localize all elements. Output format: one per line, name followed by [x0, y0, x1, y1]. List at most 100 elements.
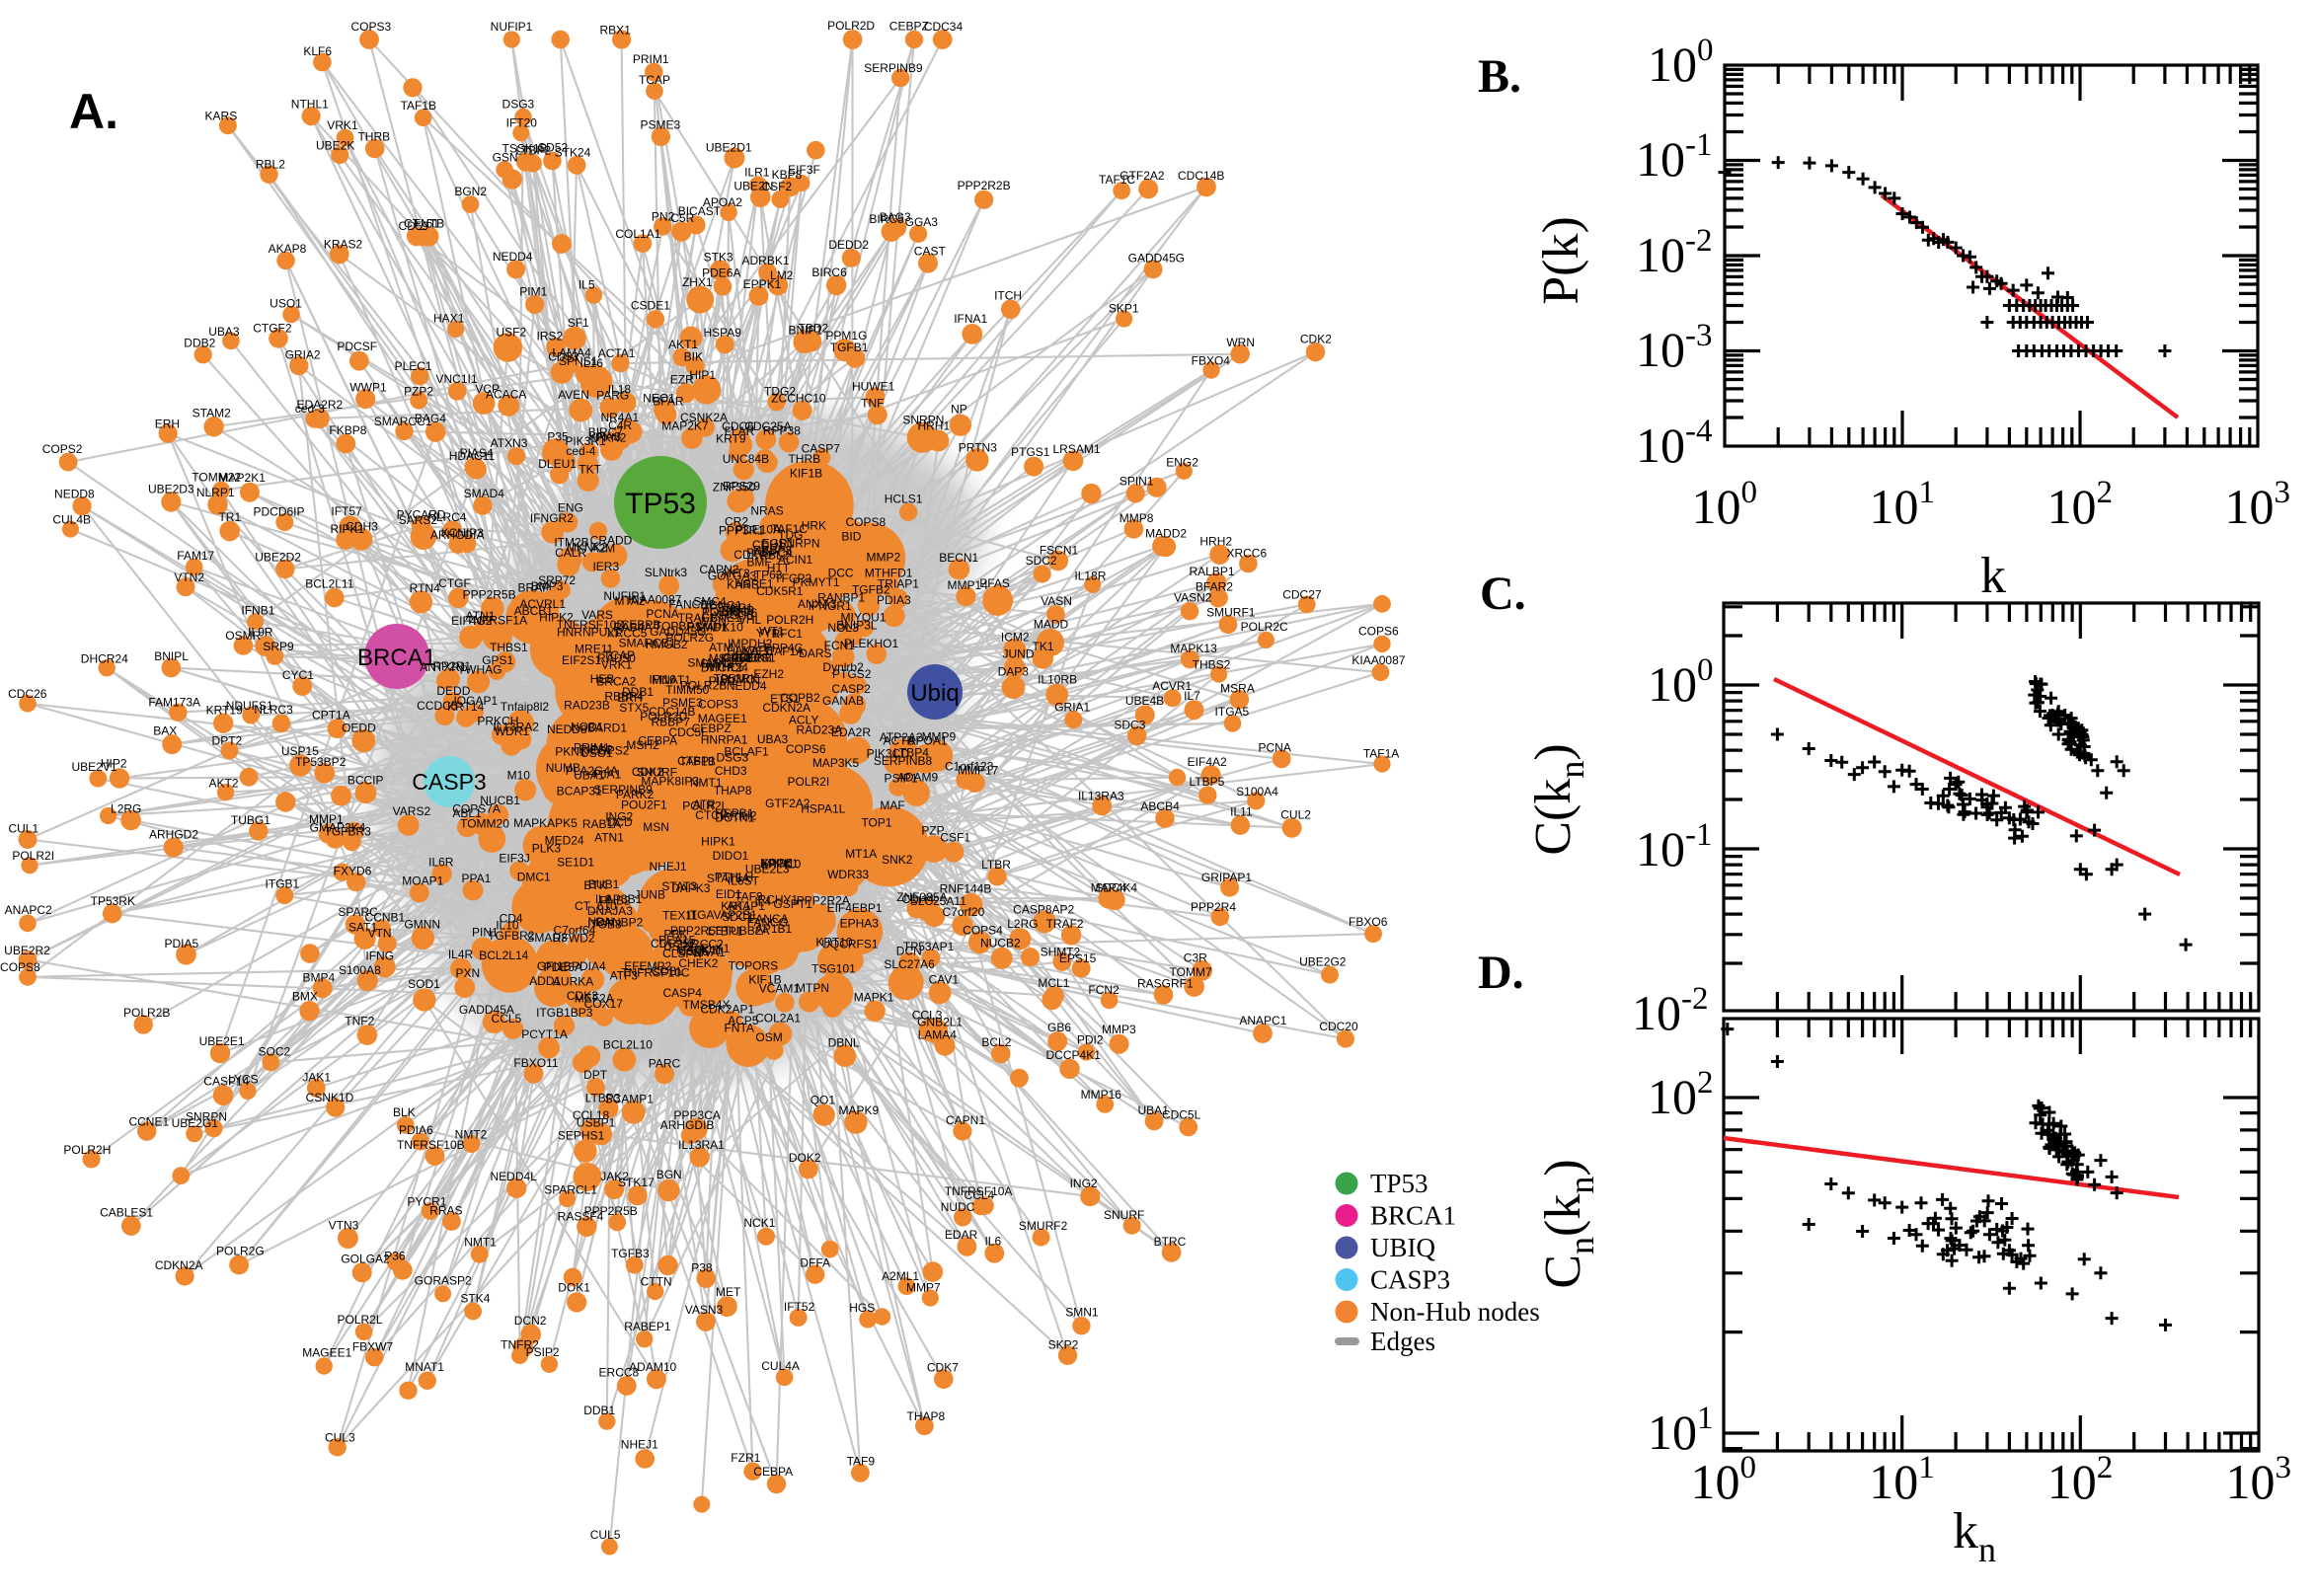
svg-text:BGN: BGN: [656, 1168, 682, 1181]
svg-text:C7orf64: C7orf64: [554, 924, 596, 938]
svg-text:ADRBK1: ADRBK1: [741, 254, 789, 267]
svg-text:IFNG: IFNG: [365, 950, 394, 963]
svg-text:2: 2: [2097, 1450, 2114, 1485]
svg-text:GOLGA2: GOLGA2: [341, 1253, 390, 1266]
svg-text:AURKA: AURKA: [553, 974, 593, 988]
svg-text:L2RG: L2RG: [111, 802, 141, 816]
svg-text:CASP7: CASP7: [802, 441, 841, 455]
svg-text:Non-Hub nodes: Non-Hub nodes: [1370, 1297, 1540, 1327]
svg-text:RPS29: RPS29: [723, 480, 760, 494]
svg-text:MEF2A: MEF2A: [575, 991, 614, 1005]
svg-text:STK3: STK3: [704, 251, 733, 265]
svg-text:CCL18: CCL18: [573, 1108, 610, 1122]
svg-text:ADAM9: ADAM9: [897, 771, 939, 785]
svg-text:IL5: IL5: [579, 278, 595, 292]
svg-text:SPARCL1: SPARCL1: [544, 1182, 597, 1196]
svg-text:P38: P38: [691, 1261, 713, 1275]
svg-text:ABCB4: ABCB4: [1140, 799, 1180, 813]
svg-text:RABEP1: RABEP1: [624, 1320, 671, 1333]
svg-text:EIF4G2: EIF4G2: [451, 614, 493, 628]
svg-text:CUL2: CUL2: [1280, 807, 1311, 821]
svg-text:EPHA3: EPHA3: [840, 917, 880, 931]
svg-text:PSME3: PSME3: [641, 118, 681, 132]
svg-text:STK4: STK4: [460, 1292, 490, 1306]
svg-text:USO1: USO1: [270, 296, 302, 310]
svg-text:POLR2G: POLR2G: [216, 1244, 265, 1257]
svg-text:COPS6: COPS6: [1358, 625, 1399, 639]
svg-text:PLK3: PLK3: [532, 841, 562, 855]
svg-text:KIAA0087: KIAA0087: [1351, 653, 1405, 667]
svg-text:VASN3: VASN3: [685, 1303, 724, 1317]
svg-text:POLR2I: POLR2I: [12, 849, 54, 863]
svg-text:CSF1: CSF1: [940, 831, 970, 845]
svg-text:XRCC6: XRCC6: [1226, 546, 1267, 560]
svg-text:ABL1: ABL1: [452, 806, 482, 820]
svg-text:PLEC1: PLEC1: [395, 359, 432, 373]
svg-text:CAST: CAST: [914, 244, 947, 258]
svg-text:ATXN3: ATXN3: [491, 436, 528, 450]
svg-text:-1: -1: [1685, 127, 1713, 163]
svg-text:UBIQ: UBIQ: [1370, 1233, 1435, 1262]
svg-text:COPS3: COPS3: [350, 20, 391, 34]
svg-text:0: 0: [1697, 652, 1714, 688]
svg-text:SMN1: SMN1: [1065, 1306, 1099, 1320]
svg-text:PLA2G4A: PLA2G4A: [566, 764, 618, 778]
svg-text:PRKCH: PRKCH: [477, 714, 518, 727]
svg-text:BRCA1: BRCA1: [357, 645, 436, 671]
svg-text:LTBR: LTBR: [981, 858, 1011, 872]
svg-text:TDG2: TDG2: [764, 385, 796, 399]
svg-text:EIF3J: EIF3J: [499, 852, 529, 866]
svg-text:IL18R: IL18R: [1074, 570, 1106, 583]
svg-text:MTPN: MTPN: [796, 981, 829, 995]
svg-text:HSPA9: HSPA9: [703, 326, 741, 340]
svg-text:M10: M10: [507, 769, 531, 783]
svg-text:ING2: ING2: [1070, 1177, 1098, 1190]
svg-text:WDR33: WDR33: [827, 868, 869, 881]
svg-text:COL2A1: COL2A1: [755, 1012, 801, 1026]
svg-text:TNF: TNF: [861, 396, 884, 410]
svg-text:IL13RA3: IL13RA3: [1078, 789, 1124, 802]
svg-text:ITGB1: ITGB1: [266, 877, 300, 891]
svg-text:SNK2: SNK2: [882, 853, 913, 867]
svg-text:CASP4: CASP4: [663, 986, 703, 1000]
svg-text:TAF1C: TAF1C: [1099, 173, 1135, 187]
svg-text:ANAPC1: ANAPC1: [1239, 1014, 1286, 1027]
svg-text:BLK: BLK: [393, 1105, 416, 1119]
svg-text:GSN: GSN: [493, 151, 518, 165]
svg-text:PXN: PXN: [455, 966, 480, 980]
svg-text:DCN2: DCN2: [514, 1314, 547, 1328]
svg-text:SMC4: SMC4: [693, 595, 727, 609]
svg-text:Tnfaip8l2: Tnfaip8l2: [501, 700, 550, 714]
svg-text:SERPINB9: SERPINB9: [864, 61, 923, 75]
svg-text:CASP8AP2: CASP8AP2: [1013, 903, 1074, 917]
svg-text:PZP: PZP: [921, 824, 944, 838]
svg-text:BCL2L10: BCL2L10: [603, 1038, 653, 1052]
svg-text:SKP2: SKP2: [1048, 1337, 1079, 1351]
svg-text:VNC1I1: VNC1I1: [435, 372, 477, 386]
svg-text:ATN1: ATN1: [594, 831, 624, 845]
svg-text:SRP9: SRP9: [263, 640, 294, 653]
svg-text:PPP3CA: PPP3CA: [674, 1108, 721, 1122]
svg-text:UBE2I: UBE2I: [731, 651, 765, 665]
svg-text:JAK1: JAK1: [302, 1070, 331, 1084]
svg-text:NLRC3: NLRC3: [254, 703, 293, 717]
svg-text:C(kn): C(kn): [1525, 743, 1591, 855]
svg-text:B.: B.: [1478, 50, 1521, 103]
svg-text:10: 10: [2047, 1454, 2097, 1509]
svg-text:CDK2AP1: CDK2AP1: [700, 1002, 754, 1016]
svg-text:CUL3: CUL3: [325, 1430, 355, 1444]
svg-text:UBE2V1: UBE2V1: [71, 760, 116, 774]
svg-text:S100A4: S100A4: [1236, 785, 1278, 798]
svg-text:IL6R: IL6R: [428, 855, 454, 869]
svg-text:CPT1A: CPT1A: [312, 708, 350, 722]
svg-text:BCLAF1: BCLAF1: [724, 744, 769, 758]
svg-text:IL13RA1: IL13RA1: [678, 1138, 725, 1152]
svg-text:EIF4A2: EIF4A2: [1188, 755, 1227, 769]
svg-text:HEB: HEB: [590, 672, 615, 686]
svg-text:ETS1: ETS1: [770, 692, 800, 706]
svg-text:10: 10: [2225, 479, 2275, 534]
svg-text:CAPN1: CAPN1: [946, 1113, 985, 1127]
svg-text:RTN4: RTN4: [410, 581, 440, 595]
svg-text:KIF1B: KIF1B: [748, 973, 781, 987]
svg-text:DHCR24: DHCR24: [81, 651, 128, 665]
